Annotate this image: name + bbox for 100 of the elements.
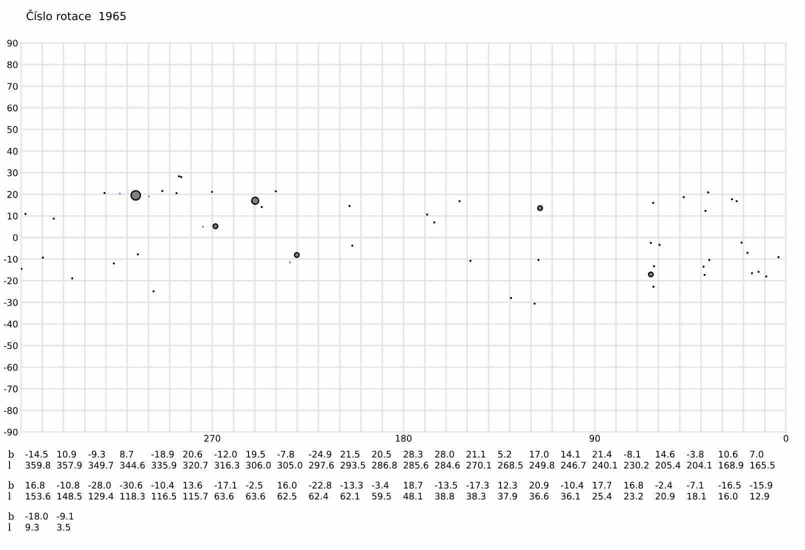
text: 18.1 (687, 492, 706, 500)
text: 165.5 (750, 462, 775, 469)
text: 7.0 (750, 450, 764, 458)
text: 48.1 (403, 492, 422, 500)
text: 20.6 (183, 450, 202, 458)
text: 249.8 (530, 462, 554, 469)
y-tick-label: 70 (7, 82, 18, 90)
text: 10.9 (57, 450, 76, 458)
text: 284.6 (435, 462, 460, 469)
text: b (8, 450, 14, 458)
x-tick-label: 0 (784, 434, 788, 442)
text: 268.5 (498, 462, 523, 469)
text: 10.6 (718, 450, 738, 458)
text: -17.1 (214, 482, 237, 488)
text: 14.1 (561, 450, 580, 458)
text: 25.4 (592, 492, 612, 500)
y-tick-label: 30 (7, 169, 18, 176)
text: 12.9 (750, 492, 769, 500)
text: 21.4 (592, 450, 612, 458)
text: 63.6 (246, 492, 266, 500)
y-tick-label: -60 (4, 364, 18, 371)
text: 37.9 (498, 492, 517, 500)
text: 305.0 (278, 462, 302, 469)
y-tick-label: 50 (7, 126, 18, 134)
text: -13.5 (434, 482, 458, 489)
text: -22.8 (308, 482, 332, 489)
text: 62.5 (278, 492, 296, 500)
text: 320.7 (183, 462, 208, 469)
text: 63.6 (214, 492, 234, 500)
text: 28.0 (435, 450, 454, 458)
text: 20.9 (656, 492, 674, 500)
text: 20.5 (372, 450, 391, 458)
text: b (8, 481, 14, 489)
text: 116.5 (152, 492, 176, 500)
text: 285.6 (404, 462, 428, 469)
text: 204.1 (687, 462, 712, 469)
text: -3.8 (686, 450, 704, 458)
text: 17.7 (592, 482, 612, 488)
text: -13.3 (340, 482, 363, 489)
y-tick-label: -80 (4, 407, 18, 414)
text: 286.8 (372, 462, 397, 469)
text: -9.3 (88, 450, 105, 458)
text: 62.1 (340, 492, 360, 500)
text: 230.2 (624, 462, 648, 469)
text: -10.8 (56, 482, 80, 489)
text: -10.4 (560, 482, 584, 489)
text: 148.5 (57, 492, 82, 500)
y-tick-label: 80 (7, 61, 18, 68)
text: 168.9 (718, 462, 744, 469)
text: b (8, 512, 14, 520)
y-tick-label: -90 (4, 428, 18, 436)
text: 21.5 (340, 450, 360, 458)
text: 344.6 (120, 462, 145, 469)
text: 28.3 (404, 450, 422, 458)
text: 14.6 (656, 450, 675, 458)
text: 297.6 (309, 462, 334, 469)
text: 335.9 (152, 462, 176, 469)
text: 17.0 (530, 450, 548, 458)
text: -28.0 (88, 482, 111, 489)
text: 115.7 (183, 492, 208, 500)
text: -3.4 (372, 482, 389, 489)
y-tick-label: -40 (4, 320, 18, 328)
text: 38.3 (466, 492, 486, 500)
y-tick-label: 40 (7, 148, 18, 155)
text: 8.7 (120, 450, 134, 458)
text: 246.7 (561, 462, 586, 469)
y-tick-label: -50 (4, 342, 18, 350)
x-tick-label: 180 (396, 434, 412, 442)
text: -16.5 (718, 482, 741, 489)
text: -24.9 (308, 450, 332, 458)
text: 270.1 (466, 462, 492, 469)
text: 293.5 (340, 462, 366, 469)
text: -14.5 (25, 450, 48, 458)
y-tick-label: -10 (4, 256, 18, 263)
text: -2.5 (246, 482, 262, 489)
text: 16.0 (278, 482, 296, 489)
y-tick-label: 0 (13, 234, 18, 242)
text: -18.9 (151, 450, 174, 458)
y-tick-label: 60 (7, 104, 18, 112)
y-tick-label: -20 (4, 277, 18, 284)
text: 129.4 (88, 492, 114, 500)
text: -10.4 (151, 482, 174, 489)
text: 12.3 (498, 482, 517, 489)
text: 23.2 (624, 492, 643, 500)
text: 359.8 (26, 462, 50, 469)
chart-title: Číslo rotace 1965 (26, 10, 126, 20)
y-tick-label: 90 (7, 40, 18, 47)
text: -18.0 (25, 512, 48, 520)
text: 36.6 (530, 492, 549, 500)
text: -7.8 (277, 450, 294, 458)
text: 19.5 (246, 450, 265, 458)
text: 20.9 (530, 482, 548, 489)
text: 59.5 (372, 492, 391, 500)
text: 13.6 (183, 482, 202, 489)
text: 118.3 (120, 492, 145, 500)
x-tick-label: 90 (590, 434, 600, 442)
text: 5.2 (498, 450, 511, 458)
text: 16.8 (26, 482, 44, 489)
text: -30.6 (120, 482, 142, 489)
text: -7.1 (686, 482, 704, 488)
